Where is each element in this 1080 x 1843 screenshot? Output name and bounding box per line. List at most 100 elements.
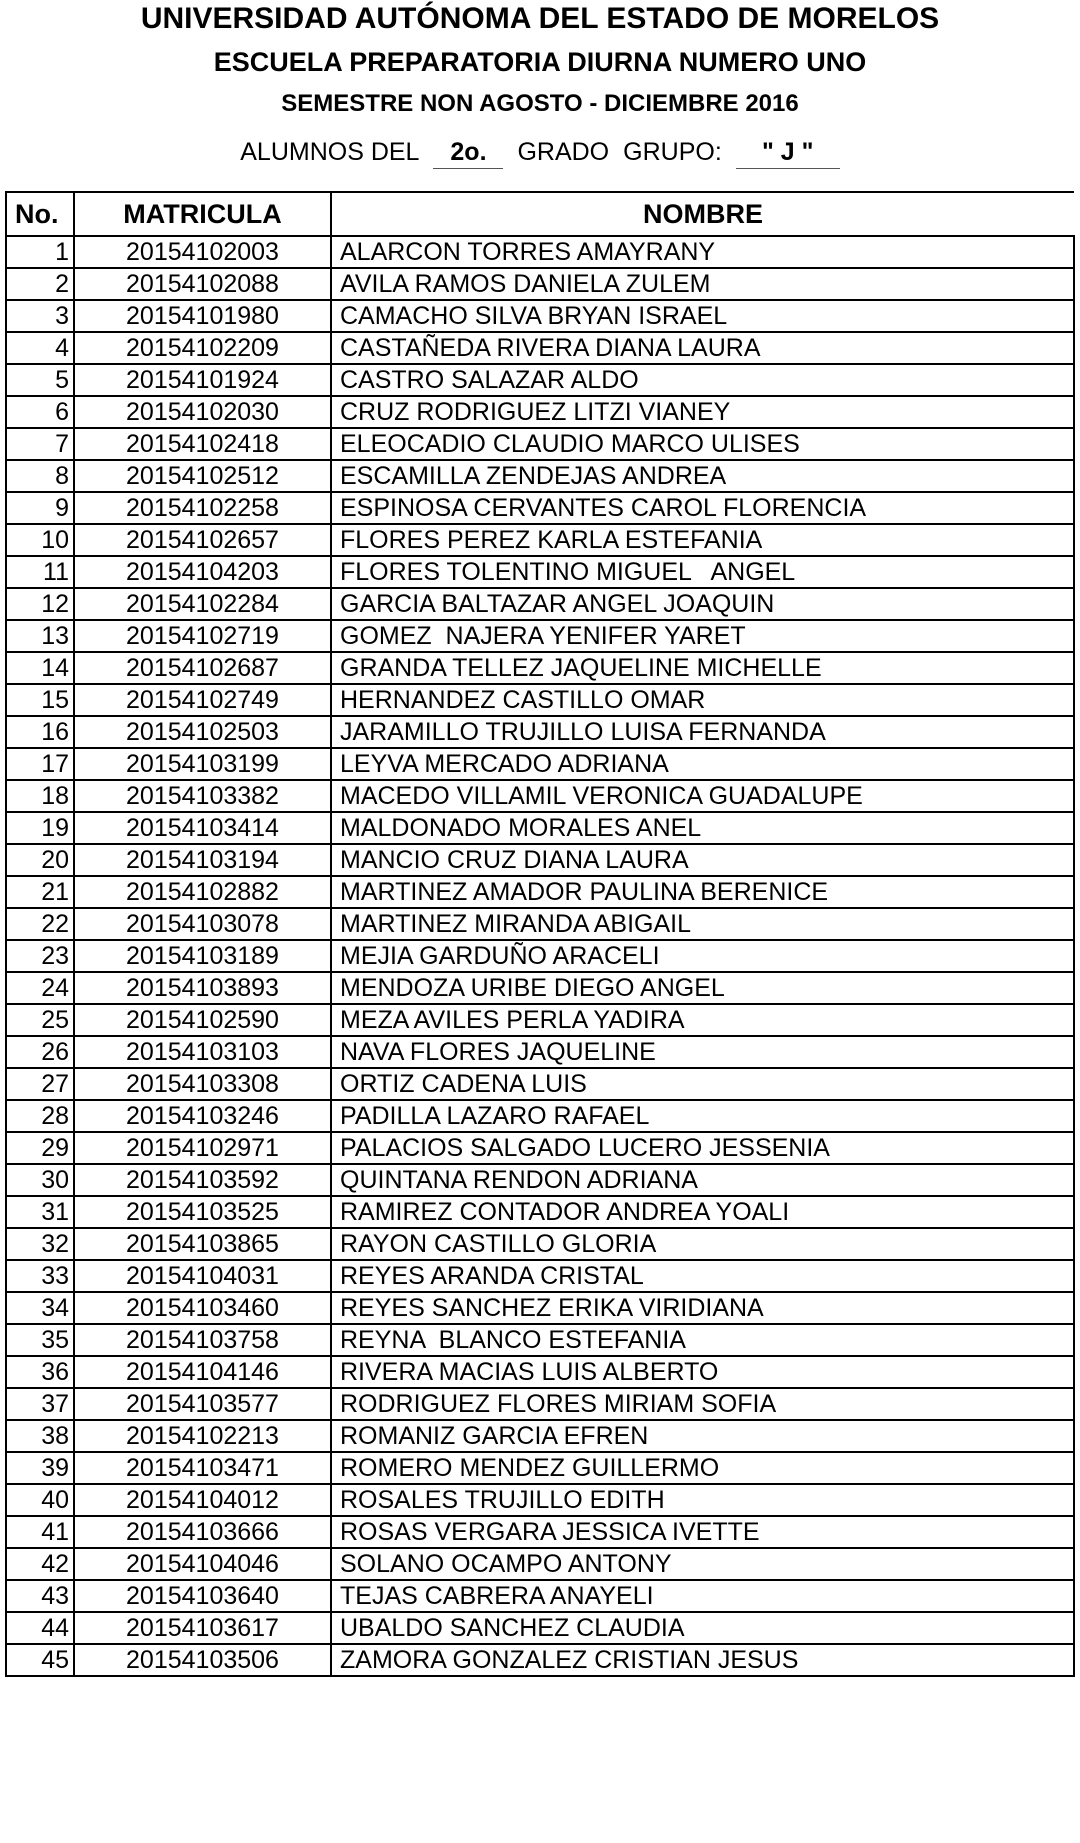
- table-row: 12 20154102284 GARCIA BALTAZAR ANGEL JOAQU…: [5, 587, 1075, 621]
- cell-matricula: 20154103758: [73, 1323, 332, 1357]
- cell-matricula: 20154103865: [73, 1227, 332, 1261]
- document-header: UNIVERSIDAD AUTÓNOMA DEL ESTADO DE MOREL…: [0, 0, 1080, 169]
- cell-matricula: 20154102030: [73, 395, 332, 429]
- cell-nombre: MARTINEZ AMADOR PAULINA BERENICE: [330, 875, 1075, 909]
- table-row: 24 20154103893 MENDOZA URIBE DIEGO ANGEL: [5, 971, 1075, 1005]
- cell-nombre: CASTAÑEDA RIVERA DIANA LAURA: [330, 331, 1075, 365]
- cell-nombre: ESPINOSA CERVANTES CAROL FLORENCIA: [330, 491, 1075, 525]
- cell-nombre: NAVA FLORES JAQUELINE: [330, 1035, 1075, 1069]
- table-row: 34 20154103460 REYES SANCHEZ ERIKA VIRIDIA…: [5, 1291, 1075, 1325]
- cell-matricula: 20154103577: [73, 1387, 332, 1421]
- cell-nombre: HERNANDEZ CASTILLO OMAR: [330, 683, 1075, 717]
- cell-matricula: 20154103078: [73, 907, 332, 941]
- cell-nombre: ORTIZ CADENA LUIS: [330, 1067, 1075, 1101]
- cell-nombre: MEZA AVILES PERLA YADIRA: [330, 1003, 1075, 1037]
- cell-no: 3: [5, 299, 75, 333]
- table-header: No. MATRICULA NOMBRE: [5, 191, 1074, 237]
- table-row: 5 20154101924 CASTRO SALAZAR ALDO: [5, 363, 1075, 397]
- cell-matricula: 20154102590: [73, 1003, 332, 1037]
- cell-nombre: CASTRO SALAZAR ALDO: [330, 363, 1075, 397]
- cell-no: 20: [5, 843, 75, 877]
- cell-no: 32: [5, 1227, 75, 1261]
- cell-matricula: 20154103382: [73, 779, 332, 813]
- university-title: UNIVERSIDAD AUTÓNOMA DEL ESTADO DE MOREL…: [140, 2, 940, 35]
- cell-matricula: 20154102512: [73, 459, 332, 493]
- cell-no: 39: [5, 1451, 75, 1485]
- cell-matricula: 20154102213: [73, 1419, 332, 1453]
- cell-no: 15: [5, 683, 75, 717]
- cell-no: 2: [5, 267, 75, 301]
- cell-nombre: ROSAS VERGARA JESSICA IVETTE: [330, 1515, 1075, 1549]
- table-row: 25 20154102590 MEZA AVILES PERLA YADIRA: [5, 1003, 1075, 1037]
- cell-nombre: JARAMILLO TRUJILLO LUISA FERNANDA: [330, 715, 1075, 749]
- cell-matricula: 20154103414: [73, 811, 332, 845]
- cell-matricula: 20154103199: [73, 747, 332, 781]
- cell-no: 42: [5, 1547, 75, 1581]
- cell-nombre: REYNA BLANCO ESTEFANIA: [330, 1323, 1075, 1357]
- cell-no: 24: [5, 971, 75, 1005]
- cell-no: 28: [5, 1099, 75, 1133]
- cell-matricula: 20154103103: [73, 1035, 332, 1069]
- table-row: 18 20154103382 MACEDO VILLAMIL VERONICA GU…: [5, 779, 1075, 813]
- cell-no: 4: [5, 331, 75, 365]
- table-row: 30 20154103592 QUINTANA RENDON ADRIANA: [5, 1163, 1075, 1197]
- table-row: 6 20154102030 CRUZ RODRIGUEZ LITZI VIANEY: [5, 395, 1075, 429]
- cell-matricula: 20154102088: [73, 267, 332, 301]
- cell-no: 11: [5, 555, 75, 589]
- table-row: 27 20154103308 ORTIZ CADENA LUIS: [5, 1067, 1075, 1101]
- cell-no: 16: [5, 715, 75, 749]
- cell-nombre: RIVERA MACIAS LUIS ALBERTO: [330, 1355, 1075, 1389]
- cell-matricula: 20154103617: [73, 1611, 332, 1645]
- cell-matricula: 20154102003: [73, 235, 332, 269]
- table-row: 8 20154102512 ESCAMILLA ZENDEJAS ANDREA: [5, 459, 1075, 493]
- table-row: 29 20154102971 PALACIOS SALGADO LUCERO JES…: [5, 1131, 1075, 1165]
- cell-nombre: PALACIOS SALGADO LUCERO JESSENIA: [330, 1131, 1075, 1165]
- cell-nombre: GARCIA BALTAZAR ANGEL JOAQUIN: [330, 587, 1075, 621]
- cell-matricula: 20154104203: [73, 555, 332, 589]
- cell-matricula: 20154103246: [73, 1099, 332, 1133]
- cell-nombre: GRANDA TELLEZ JAQUELINE MICHELLE: [330, 651, 1075, 685]
- cell-nombre: MACEDO VILLAMIL VERONICA GUADALUPE: [330, 779, 1075, 813]
- table-row: 2 20154102088 AVILA RAMOS DANIELA ZULEM: [5, 267, 1075, 301]
- table-row: 35 20154103758 REYNA BLANCO ESTEFANIA: [5, 1323, 1075, 1357]
- cell-no: 13: [5, 619, 75, 653]
- cell-matricula: 20154103471: [73, 1451, 332, 1485]
- cell-matricula: 20154102657: [73, 523, 332, 557]
- table-row: 19 20154103414 MALDONADO MORALES ANEL: [5, 811, 1075, 845]
- cell-no: 17: [5, 747, 75, 781]
- cell-matricula: 20154103893: [73, 971, 332, 1005]
- cell-matricula: 20154102882: [73, 875, 332, 909]
- cell-matricula: 20154103666: [73, 1515, 332, 1549]
- table-body: 1 20154102003 ALARCON TORRES AMAYRANY 2 2015…: [5, 235, 1075, 1677]
- table-row: 37 20154103577 RODRIGUEZ FLORES MIRIAM SOF…: [5, 1387, 1075, 1421]
- table-row: 10 20154102657 FLORES PEREZ KARLA ESTEFANI…: [5, 523, 1075, 557]
- cell-matricula: 20154102719: [73, 619, 332, 653]
- cell-matricula: 20154103592: [73, 1163, 332, 1197]
- table-row: 43 20154103640 TEJAS CABRERA ANAYELI: [5, 1579, 1075, 1613]
- table-row: 31 20154103525 RAMIREZ CONTADOR ANDREA YOA…: [5, 1195, 1075, 1229]
- cell-matricula: 20154102284: [73, 587, 332, 621]
- cell-nombre: ROMERO MENDEZ GUILLERMO: [330, 1451, 1075, 1485]
- cell-nombre: AVILA RAMOS DANIELA ZULEM: [330, 267, 1075, 301]
- cell-matricula: 20154103194: [73, 843, 332, 877]
- school-title: ESCUELA PREPARATORIA DIURNA NUMERO UNO: [213, 47, 867, 77]
- cell-nombre: MARTINEZ MIRANDA ABIGAIL: [330, 907, 1075, 941]
- cell-no: 31: [5, 1195, 75, 1229]
- cell-nombre: SOLANO OCAMPO ANTONY: [330, 1547, 1075, 1581]
- cell-no: 26: [5, 1035, 75, 1069]
- cell-nombre: ROSALES TRUJILLO EDITH: [330, 1483, 1075, 1517]
- cell-matricula: 20154102209: [73, 331, 332, 365]
- cell-matricula: 20154102418: [73, 427, 332, 461]
- cell-nombre: REYES ARANDA CRISTAL: [330, 1259, 1075, 1293]
- cell-no: 29: [5, 1131, 75, 1165]
- cell-no: 43: [5, 1579, 75, 1613]
- cell-nombre: UBALDO SANCHEZ CLAUDIA: [330, 1611, 1075, 1645]
- cell-nombre: RODRIGUEZ FLORES MIRIAM SOFIA: [330, 1387, 1075, 1421]
- cell-nombre: LEYVA MERCADO ADRIANA: [330, 747, 1075, 781]
- cell-matricula: 20154103189: [73, 939, 332, 973]
- table-row: 4 20154102209 CASTAÑEDA RIVERA DIANA LAURA: [5, 331, 1075, 365]
- semester-title: SEMESTRE NON AGOSTO - DICIEMBRE 2016: [281, 90, 799, 117]
- grade-group-line: ALUMNOS DEL 2o. GRADO GRUPO: " J ": [0, 138, 1080, 169]
- cell-no: 5: [5, 363, 75, 397]
